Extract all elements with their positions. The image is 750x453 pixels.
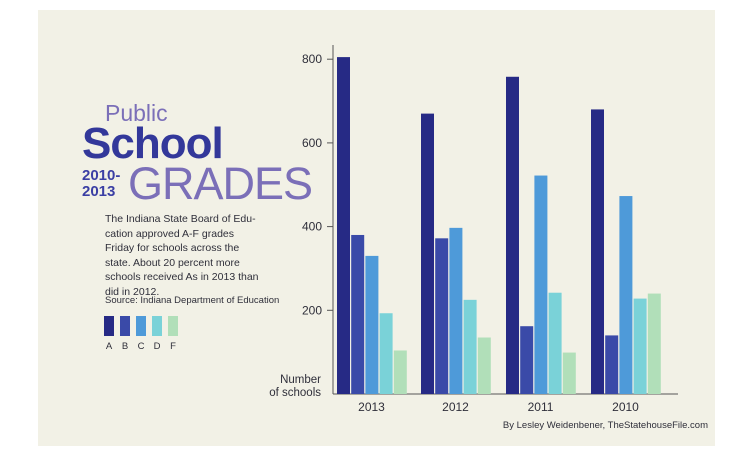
x-tick-label: 2010 xyxy=(612,400,639,414)
title-years: 2010- 2013 xyxy=(82,168,120,200)
legend-swatch-A xyxy=(104,316,114,336)
bar-2013-D xyxy=(379,313,393,394)
bar-2011-A xyxy=(506,76,519,394)
bar-2012-D xyxy=(463,299,477,394)
legend-swatch-C xyxy=(136,316,146,336)
bar-2012-C xyxy=(449,227,463,394)
legend-swatch-D xyxy=(152,316,162,336)
legend-label-D: D xyxy=(153,341,161,352)
bar-2010-B xyxy=(605,335,619,394)
y-axis-label-line1: Number xyxy=(280,374,321,386)
legend-label-C: C xyxy=(137,341,145,352)
bar-2012-B xyxy=(435,238,449,394)
x-tick-label: 2012 xyxy=(442,400,469,414)
bar-2010-F xyxy=(647,293,661,394)
bar-2013-C xyxy=(365,255,379,394)
bar-2010-C xyxy=(619,196,633,394)
source-note: Source: Indiana Department of Education xyxy=(105,295,280,306)
description: The Indiana State Board of Edu-cation ap… xyxy=(105,213,259,298)
title-grades: GRADES xyxy=(128,158,313,209)
y-tick-label: 600 xyxy=(302,136,322,150)
legend-label-B: B xyxy=(121,341,129,352)
bar-2012-A xyxy=(421,113,434,394)
bar-2011-F xyxy=(562,352,576,394)
bar-2011-C xyxy=(534,175,548,394)
y-tick-label: 400 xyxy=(302,220,322,234)
y-tick-label: 800 xyxy=(302,52,322,66)
y-tick-label: 200 xyxy=(302,303,322,317)
years-start: 2010- xyxy=(82,167,121,184)
title-school: School xyxy=(82,119,224,168)
bar-2010-A xyxy=(591,109,604,395)
bar-2013-F xyxy=(393,350,407,394)
bar-2011-B xyxy=(520,326,534,394)
y-axis-label-line2: of schools xyxy=(269,387,321,399)
x-tick-label: 2013 xyxy=(358,400,385,414)
bar-2010-D xyxy=(633,298,647,394)
bar-2013-B xyxy=(351,234,365,394)
legend-label-F: F xyxy=(170,341,176,352)
title-public: Public xyxy=(105,100,168,126)
byline: By Lesley Weidenbener, TheStatehouseFile… xyxy=(502,420,708,431)
legend-label-A: A xyxy=(105,341,113,352)
x-tick-label: 2011 xyxy=(528,400,554,414)
legend-swatch-F xyxy=(168,316,178,336)
bar-2012-F xyxy=(477,337,491,394)
bar-2011-D xyxy=(548,292,562,394)
legend-swatch-B xyxy=(120,316,130,336)
bar-2013-A xyxy=(337,57,350,395)
years-end: 2013 xyxy=(82,183,116,200)
